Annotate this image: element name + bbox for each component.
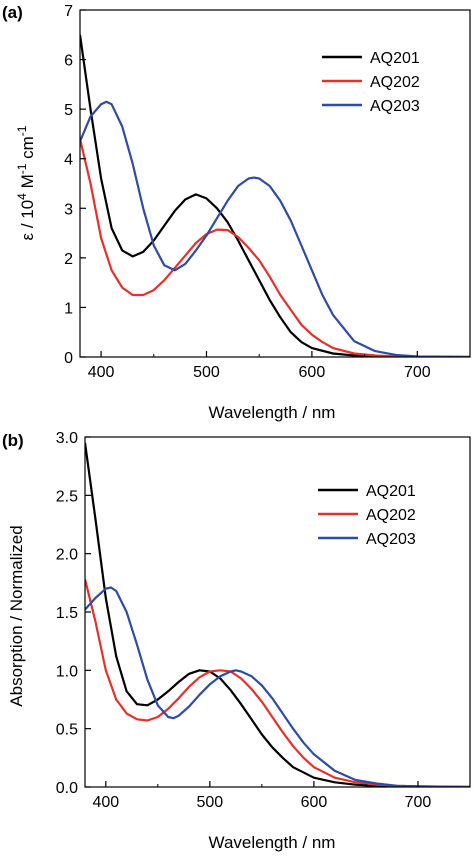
panel-a-y-label-part1: ε / 10 [18,200,37,241]
y-tick-label: 4 [64,152,73,169]
panel-a-plot-area: 400 500 600 700 0 1 2 3 4 5 6 7 AQ201 AQ202 AQ203 [64,3,471,381]
y-tick-label: 3 [64,201,73,218]
panel-a-x-axis-label: Wavelength / nm [209,403,336,422]
y-tick-label: 2.0 [56,547,78,564]
legend-label-aq201: AQ201 [366,483,416,500]
legend-label-aq202: AQ202 [370,74,420,91]
panel-b-x-axis-label: Wavelength / nm [209,833,336,852]
legend-label-aq201: AQ201 [370,50,420,67]
panel-b-series-aq202-line [85,579,470,787]
x-tick-label: 700 [405,794,432,811]
y-tick-label: 5 [64,102,73,119]
panel-b-y-axis-label: Absorption / Normalized [7,525,26,706]
x-tick-label: 500 [193,364,220,381]
panel-a-frame [79,9,471,358]
panel-a-series-aq202-line [80,138,470,357]
panel-a-y-label-exp3: -1 [15,125,29,136]
panel-a-y-label-part3: cm [18,136,37,163]
legend-label-aq202: AQ202 [366,507,416,524]
y-tick-label: 1 [64,300,73,317]
panel-a-y-label-exp1: 4 [15,193,29,200]
panel-a-label: (a) [2,3,23,22]
panel-b-label: (b) [2,431,24,450]
y-tick-label: 0.5 [56,722,78,739]
x-tick-label: 400 [88,364,115,381]
y-tick-label: 2 [64,251,73,268]
y-tick-label: 1.0 [56,663,78,680]
y-tick-label: 6 [64,53,73,70]
x-tick-label: 600 [301,794,328,811]
y-tick-label: 0.0 [56,780,78,797]
y-tick-label: 0 [64,350,73,367]
x-tick-label: 600 [299,364,326,381]
panel-a: (a) 400 500 600 70001234567AQ201AQ202AQ203 … [2,3,471,422]
panel-a-series-aq203-line [80,100,470,357]
y-tick-label: 2.5 [56,488,78,505]
panel-b-series-aq203-line [85,586,470,787]
y-tick-label: 7 [64,3,73,20]
legend-label-aq203: AQ203 [366,531,416,548]
panel-b: (b) 400 500 600 700 0.0 0.5 1.0 1.5 2.0 2.5 3.0 AQ2… [2,430,471,852]
panel-b-series-aq201-line [85,442,470,787]
y-tick-label: 1.5 [56,605,78,622]
panel-a-y-label-part2: M [18,174,37,193]
panel-a-series-aq201-line [80,34,470,357]
panel-a-y-axis-label: ε / 104 M-1 cm-1 [15,125,37,240]
x-tick-label: 400 [92,794,119,811]
x-tick-label: 500 [197,794,224,811]
x-tick-label: 700 [404,364,431,381]
legend-label-aq203: AQ203 [370,98,420,115]
panel-b-plot-area: 400 500 600 700 0.0 0.5 1.0 1.5 2.0 2.5 3.0 AQ201 AQ… [56,430,471,811]
y-tick-label: 3.0 [56,430,78,447]
panel-a-y-label-exp2: -1 [15,163,29,174]
